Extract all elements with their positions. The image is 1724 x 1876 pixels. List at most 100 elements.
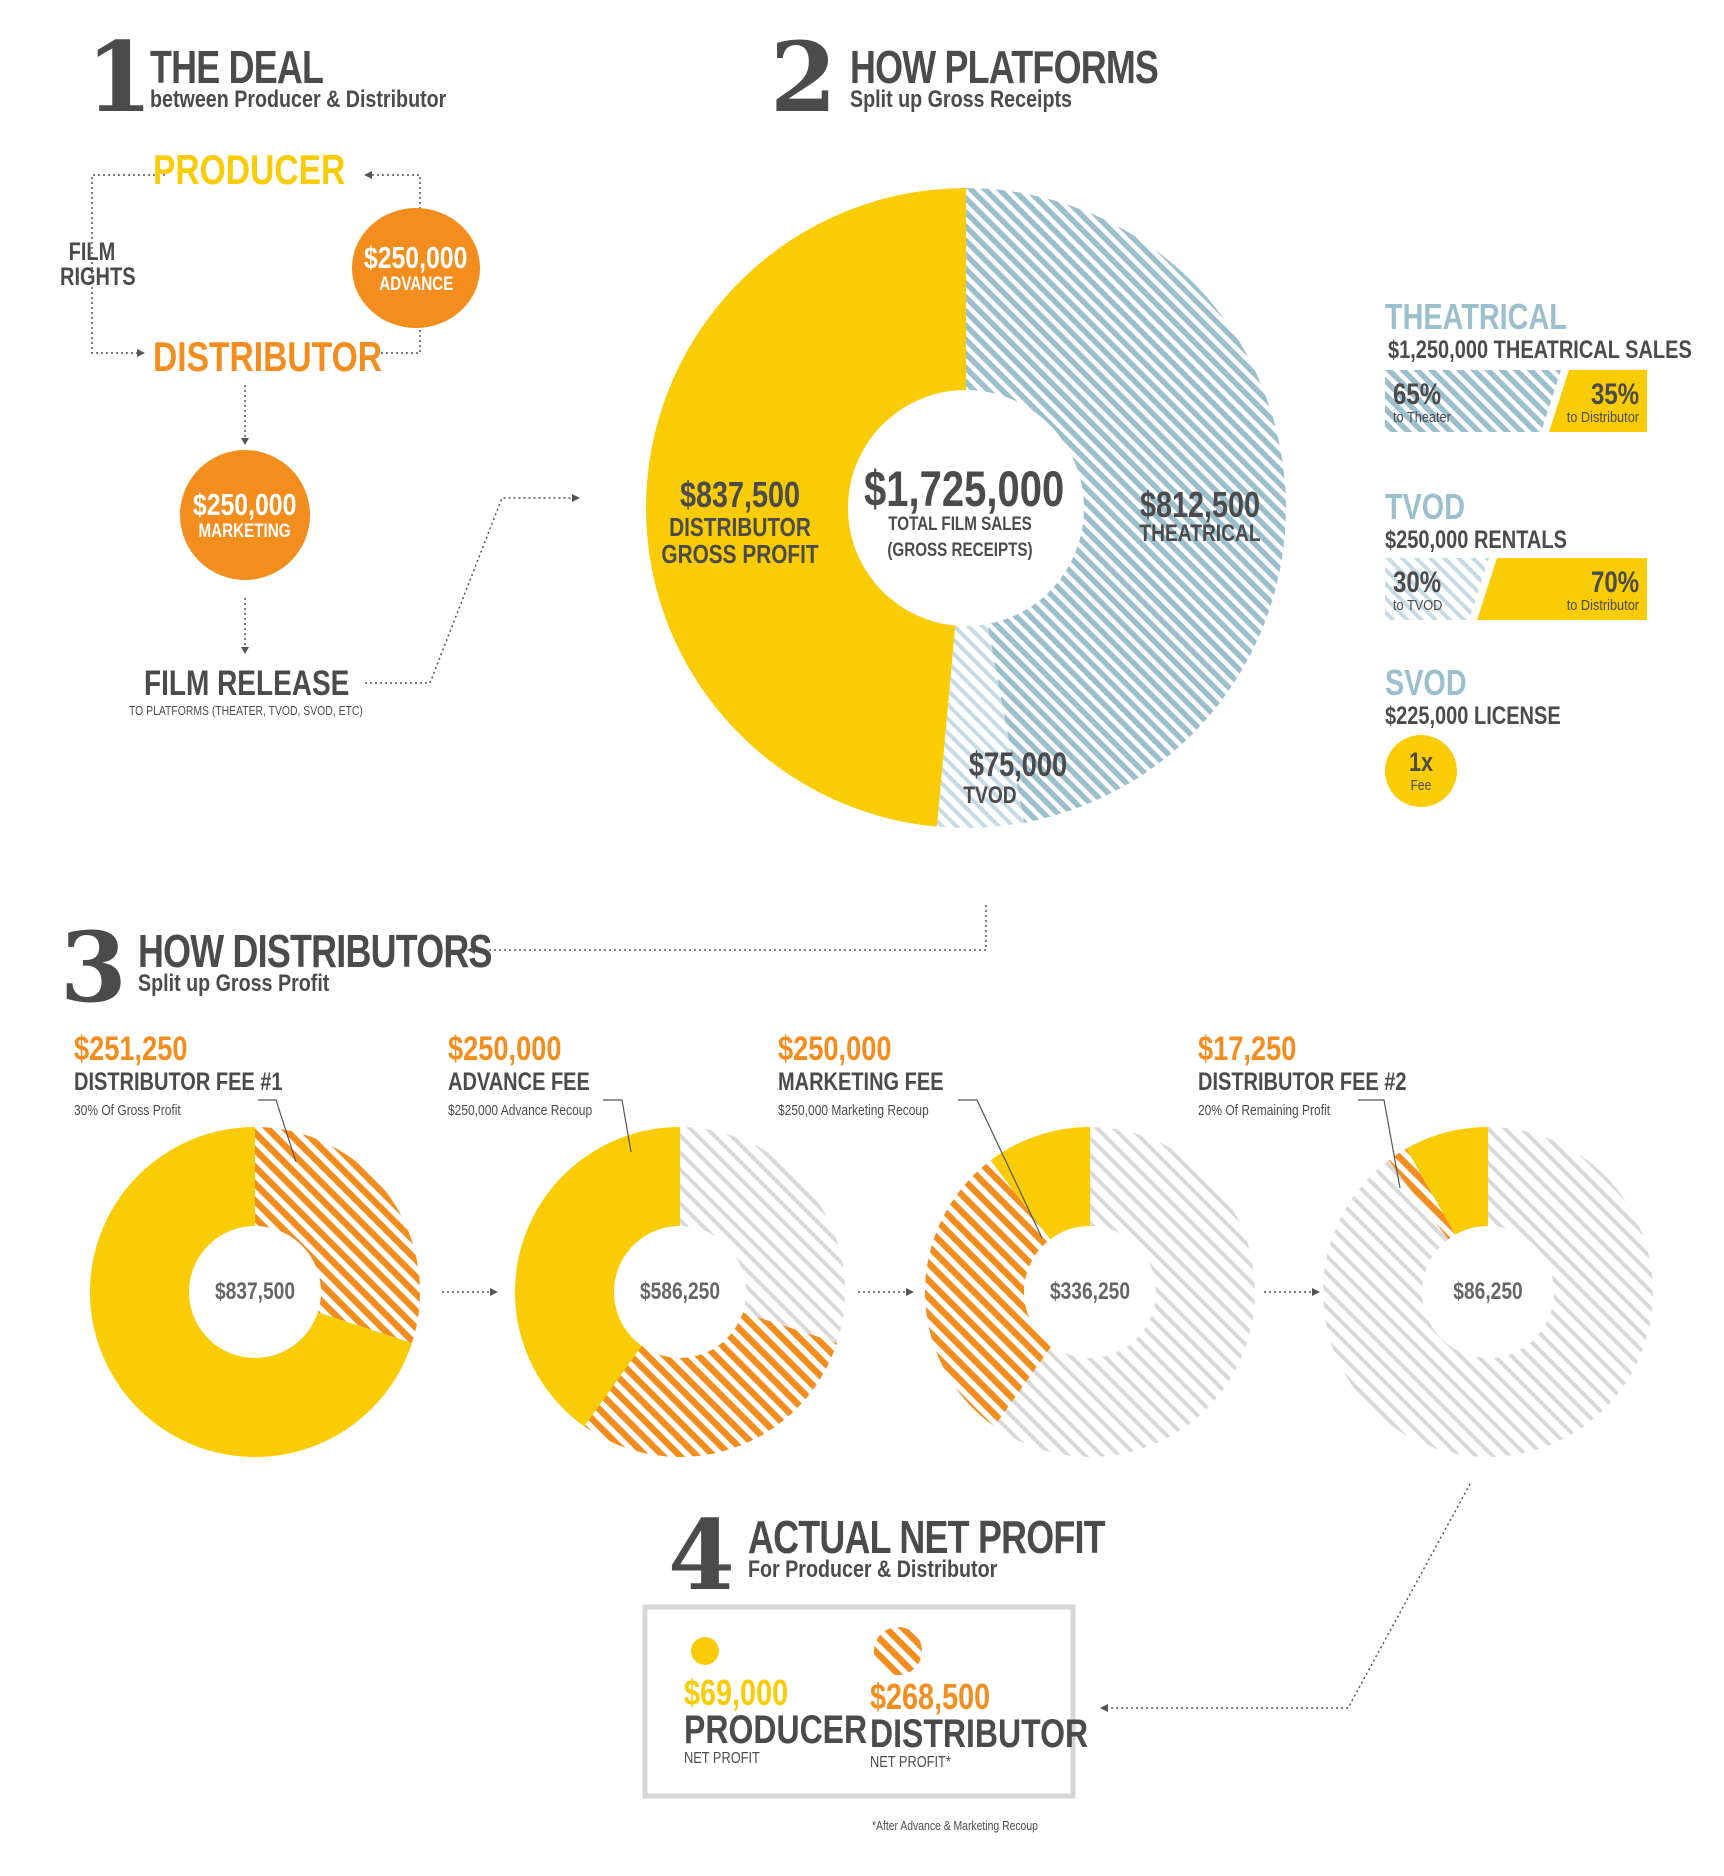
donut-center-value: $837,500 xyxy=(214,1278,296,1305)
fee-note: $250,000 Marketing Recoup xyxy=(778,1102,929,1119)
marketing-amount: $250,000 xyxy=(193,487,297,522)
advance-amount: $250,000 xyxy=(364,240,468,275)
theatrical-right-pct: 35% xyxy=(1590,378,1639,411)
donut-fee-segment xyxy=(255,1127,420,1343)
marketing-label: MARKETING xyxy=(198,521,292,542)
pie-center-label-2: (GROSS RECEIPTS) xyxy=(887,540,1033,561)
section-2-title: HOW PLATFORMS xyxy=(850,41,1159,93)
tvod-left-label: to TVOD xyxy=(1393,597,1443,614)
producer-label: PRODUCER xyxy=(153,146,346,193)
pie-center-hole xyxy=(848,390,1084,626)
tvod-right-pct: 70% xyxy=(1590,566,1639,599)
footnote: *After Advance & Marketing Recoup xyxy=(872,1818,1038,1833)
tvod-legend-title: TVOD xyxy=(1385,486,1466,527)
tvod-split-svg xyxy=(1385,558,1647,620)
section-3-number: 3 xyxy=(60,911,127,1024)
section-4-title: ACTUAL NET PROFIT xyxy=(748,1511,1106,1563)
theatrical-legend-title: THEATRICAL xyxy=(1385,296,1567,337)
distributor-label: DISTRIBUTOR xyxy=(153,333,382,380)
section-4-number: 4 xyxy=(668,1499,735,1612)
marketing-circle: $250,000 MARKETING xyxy=(180,450,310,580)
section-3-subtitle: Split up Gross Profit xyxy=(138,970,330,997)
fee-note: 20% Of Remaining Profit xyxy=(1198,1102,1331,1119)
arrowheads xyxy=(137,171,1320,1712)
theatrical-legend-detail: $1,250,000 THEATRICAL SALES xyxy=(1388,336,1692,364)
tvod-legend-detail: $250,000 RENTALS xyxy=(1385,526,1567,554)
producer-dot xyxy=(691,1637,719,1665)
theatrical-split-bar: 65% to Theater 35% to Distributor xyxy=(1385,370,1647,432)
donut-fee-segment xyxy=(924,1160,1052,1427)
fee-amount: $250,000 xyxy=(778,1030,892,1068)
fee-amount: $17,250 xyxy=(1198,1030,1297,1068)
section-1-subtitle: between Producer & Distributor xyxy=(150,86,447,113)
distributor-gross-amount: $837,500 xyxy=(679,474,801,515)
donut-spent-segment xyxy=(1323,1127,1653,1458)
fee-amount: $251,250 xyxy=(74,1030,188,1068)
section-3-title: HOW DISTRIBUTORS xyxy=(138,925,492,977)
fee-amount: $250,000 xyxy=(448,1030,562,1068)
svod-badge-top: 1x xyxy=(1408,747,1434,777)
section-1-title: THE DEAL xyxy=(150,41,324,93)
donut-remaining-segment xyxy=(990,1127,1090,1240)
donut-spent-segment xyxy=(680,1127,845,1343)
distributor-gross-label-1: DISTRIBUTOR xyxy=(669,512,811,542)
donut-fee-segment xyxy=(584,1312,837,1457)
svod-legend-detail: $225,000 LICENSE xyxy=(1385,702,1561,730)
donut-remaining-segment xyxy=(89,1127,412,1457)
fee-donuts xyxy=(89,1127,1653,1458)
donut-remaining-segment xyxy=(515,1127,680,1427)
distributor-dot xyxy=(874,1627,922,1675)
donut-center-value: $336,250 xyxy=(1049,1278,1131,1305)
advance-circle: $250,000 ADVANCE xyxy=(352,208,480,328)
advance-label: ADVANCE xyxy=(378,274,454,295)
fee-title: DISTRIBUTOR FEE #2 xyxy=(1198,1068,1407,1096)
distributor-net-sub: NET PROFIT* xyxy=(870,1754,951,1771)
theatrical-label: THEATRICAL xyxy=(1139,520,1261,547)
svod-legend-title: SVOD xyxy=(1385,662,1467,703)
net-profit-box xyxy=(642,1604,1076,1799)
donut-center-value: $586,250 xyxy=(639,1278,721,1305)
svod-fee-badge: 1x Fee xyxy=(1385,735,1457,807)
pie-center-amount: $1,725,000 xyxy=(864,461,1065,517)
donut-remaining-segment xyxy=(1406,1127,1488,1235)
section-4-subtitle: For Producer & Distributor xyxy=(748,1556,998,1583)
distributor-net-label: DISTRIBUTOR xyxy=(870,1712,1089,1756)
fee-note: 30% Of Gross Profit xyxy=(74,1102,181,1119)
donut-spent-segment xyxy=(994,1127,1255,1457)
tvod-split-bar: 30% to TVOD 70% to Distributor xyxy=(1385,558,1647,620)
section-1-number: 1 xyxy=(86,21,153,134)
section-2-subtitle: Split up Gross Receipts xyxy=(850,86,1073,113)
tvod-left-pct: 30% xyxy=(1393,566,1442,599)
fee-title: ADVANCE FEE xyxy=(448,1068,590,1096)
film-release-subtitle: TO PLATFORMS (THEATER, TVOD, SVOD, ETC) xyxy=(129,703,363,718)
theatrical-split-svg xyxy=(1385,370,1647,432)
tvod-label: TVOD xyxy=(963,782,1017,809)
tvod-amount: $75,000 xyxy=(968,746,1068,784)
producer-net-amount: $69,000 xyxy=(684,1672,789,1713)
tvod-right-label: to Distributor xyxy=(1566,597,1639,614)
fee-note: $250,000 Advance Recoup xyxy=(448,1102,593,1119)
producer-net-sub: NET PROFIT xyxy=(684,1750,760,1767)
fee-title: MARKETING FEE xyxy=(778,1068,944,1096)
distributor-gross-label-2: GROSS PROFIT xyxy=(661,539,819,569)
pie-slice-tvod xyxy=(936,508,1024,828)
fee-leader-lines xyxy=(258,1099,1401,1239)
theatrical-right-label: to Distributor xyxy=(1566,409,1639,426)
film-release-title: FILM RELEASE xyxy=(144,664,350,703)
svod-badge-bottom: Fee xyxy=(1410,777,1432,794)
gross-receipts-pie xyxy=(646,188,1286,828)
producer-net-label: PRODUCER xyxy=(684,1708,868,1752)
pie-slice-theatrical xyxy=(966,188,1286,823)
donut-center-value: $86,250 xyxy=(1453,1278,1523,1305)
fee-title: DISTRIBUTOR FEE #1 xyxy=(74,1068,283,1096)
theatrical-amount: $812,500 xyxy=(1139,484,1261,525)
pie-center-label-1: TOTAL FILM SALES xyxy=(888,514,1032,535)
theatrical-left-label: to Theater xyxy=(1393,409,1451,426)
film-rights-label-2: RIGHTS xyxy=(60,263,136,291)
theatrical-left-pct: 65% xyxy=(1393,378,1442,411)
donut-fee-segment xyxy=(1388,1148,1456,1240)
deal-connectors xyxy=(91,174,1471,1709)
section-2-number: 2 xyxy=(770,21,837,134)
pie-slice-distributor xyxy=(646,188,966,827)
